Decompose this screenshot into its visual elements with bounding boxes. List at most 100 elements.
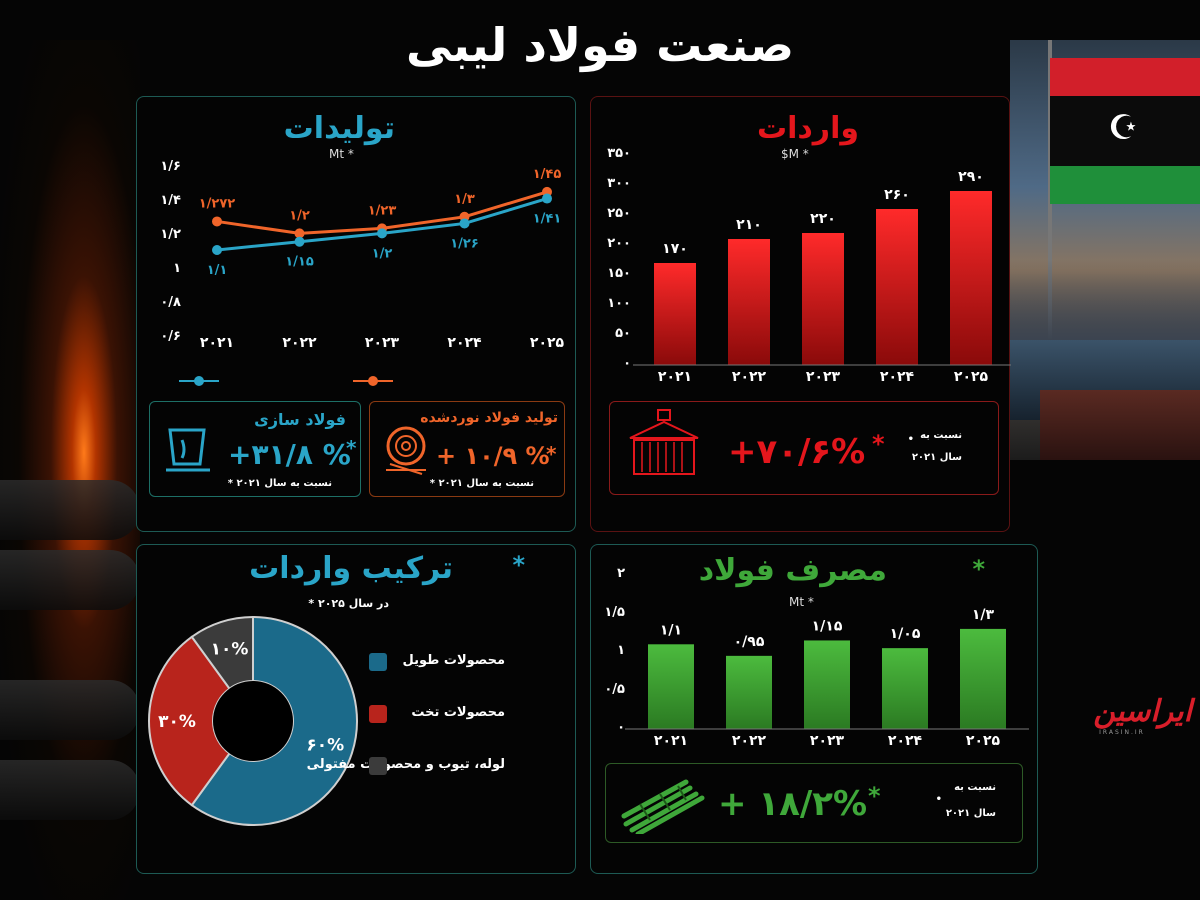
steelmaking-box: فولاد سازی +۳۱/۸ % * نسبت به سال ۲۰۲۱ * (149, 401, 361, 497)
consumption-change-box: + ۱۸/۲% * نسبت به سال ۲۰۲۱ • (605, 763, 1023, 843)
production-point (294, 228, 305, 239)
production-data-label: ۱/۲۳ (368, 203, 397, 218)
cons-value-label: ۱/۳ (972, 607, 995, 623)
production-point (212, 216, 222, 227)
imp-y-tick: ۰ (623, 356, 631, 371)
production-data-label: ۱/۴۱ (533, 212, 562, 227)
production-line-chart: ۱/۲۷۲ ۱/۲ ۱/۲۳ ۱/۳ ۱/۴۵ ۱/۱ ۱/۱۵ ۱/۲ ۱/۲۶ ۱/۴۱ (179, 167, 562, 386)
production-data-label: ۱/۲ (289, 208, 310, 223)
steel-coil-image (0, 760, 140, 820)
cons-bar (882, 648, 928, 729)
imports-bar-chart: ۱۷۰ ۲۱۰ ۲۲۰ ۲۶۰ ۲۹۰ (633, 169, 1011, 366)
cons-value-label: ۱/۱۵ (812, 618, 843, 634)
rolled-title: تولید فولاد نوردشده (420, 410, 558, 426)
production-y-tick: ۰/۶ (160, 329, 181, 344)
production-data-label: ۱/۳ (454, 192, 475, 207)
rebar-bundle-icon (621, 779, 705, 834)
donut-slice-label: ۱۰% (211, 640, 249, 660)
production-point (294, 236, 305, 247)
import-mix-donut: ۶۰% ۳۰% ۱۰% (148, 615, 358, 826)
steelmaking-note: نسبت به سال ۲۰۲۱ * (227, 478, 332, 489)
imp-y-tick: ۵۰ (615, 326, 631, 341)
donut-slice-label: ۳۰% (158, 712, 196, 732)
consumption-panel: مصرف فولاد * Mt * ۱/۱ ۰/۹۵ ۱/۱۵ ۱/۰۵ ۱/۳ ۲ ۱/… (590, 544, 1038, 874)
cons-y-tick: ۰ (617, 720, 625, 735)
production-title: تولیدات (283, 111, 395, 146)
legend-marker (194, 376, 204, 386)
imp-bar (876, 209, 918, 365)
production-point (459, 218, 470, 229)
imports-change-box: +۷۰/۶% * نسبت به سال ۲۰۲۱ • (609, 401, 999, 495)
production-point (542, 193, 552, 204)
legend-marker (368, 376, 378, 386)
production-y-tick: ۱ (173, 261, 181, 276)
production-point (212, 245, 222, 255)
cons-year-label: ۲۰۲۳ (809, 733, 845, 749)
imp-year-label: ۲۰۲۵ (953, 369, 989, 385)
imports-pct: +۷۰/۶% (728, 432, 866, 472)
mix-legend-label: لوله، تیوب و محصولات مفتولی (306, 757, 505, 772)
imp-year-label: ۲۰۲۲ (731, 369, 767, 385)
mix-subtitle: در سال ۲۰۲۵ * (308, 597, 389, 610)
imp-value-label: ۲۲۰ (810, 211, 836, 227)
cons-year-label: ۲۰۲۱ (653, 733, 689, 749)
production-year-label: ۲۰۲۳ (364, 335, 400, 351)
steel-coil-image (0, 680, 140, 740)
cons-year-label: ۲۰۲۵ (965, 733, 1001, 749)
imp-value-label: ۲۱۰ (736, 217, 762, 233)
production-data-label: ۱/۲۷۲ (199, 196, 236, 211)
furnace-background (0, 40, 140, 900)
consumption-note-line2: سال ۲۰۲۱ (945, 808, 996, 819)
cons-bar (960, 628, 1006, 729)
production-data-label: ۱/۲۶ (450, 236, 479, 251)
production-data-label: ۱/۱۵ (285, 255, 314, 270)
logo-subtext: IRASIN.IR (1099, 729, 1145, 736)
irasin-logo: ایراسین IRASIN.IR (1052, 694, 1192, 740)
donut-hole (213, 681, 293, 761)
steel-coil-icon (386, 426, 426, 475)
imp-bar (802, 233, 844, 365)
production-y-tick: ۱/۴ (160, 193, 181, 208)
imports-unit: $M * (781, 147, 809, 161)
production-panel: تولیدات Mt * ۱/۲۷۲ ۱/۲ ۱/۲۳ ۱/۳ ۱/۴۵ ۱/۱ ۱/۱۵ ۱… (136, 96, 576, 532)
cargo-ship (1040, 390, 1200, 460)
mix-legend-label: محصولات طویل (402, 653, 505, 668)
production-data-label: ۱/۴۵ (533, 167, 562, 182)
production-y-tick: ۰/۸ (160, 295, 181, 310)
rolled-star: * (546, 442, 557, 466)
page-title: صنعت فولاد لیبی (405, 18, 795, 72)
cons-value-label: ۱/۱ (660, 622, 682, 638)
steelmaking-star: * (346, 436, 357, 460)
ladle-icon (166, 428, 210, 472)
imp-bar (728, 239, 770, 365)
mix-title: ترکیب واردات (249, 551, 453, 586)
production-year-label: ۲۰۲۲ (282, 335, 317, 351)
logo-text: ایراسین (1093, 694, 1192, 729)
imports-title: واردات (756, 111, 859, 146)
production-y-tick: ۱/۶ (160, 159, 181, 174)
steel-coil-image (0, 480, 140, 540)
production-point (377, 228, 387, 239)
cons-year-label: ۲۰۲۲ (731, 733, 767, 749)
flag-pole (1048, 40, 1052, 460)
warehouse-icon (629, 409, 699, 475)
imp-bar (950, 191, 992, 365)
imp-year-label: ۲۰۲۴ (879, 369, 915, 385)
production-year-label: ۲۰۲۱ (199, 335, 235, 351)
cons-year-label: ۲۰۲۴ (887, 733, 923, 749)
cons-y-tick: ۲ (617, 566, 625, 581)
imp-value-label: ۲۶۰ (884, 187, 910, 203)
imports-pct-star: * (872, 430, 885, 458)
rolled-pct: + ۱۰/۹ % (436, 442, 550, 470)
imp-y-tick: ۳۵۰ (607, 146, 631, 161)
imp-y-tick: ۱۵۰ (607, 266, 631, 281)
imp-year-label: ۲۰۲۱ (657, 369, 693, 385)
production-year-label: ۲۰۲۵ (529, 335, 565, 351)
cons-bar (804, 640, 850, 729)
mix-title-star: * (512, 551, 525, 579)
production-y-tick: ۱/۲ (160, 227, 181, 242)
consumption-pct-star: * (868, 782, 881, 810)
steel-coil-image (0, 550, 140, 610)
consumption-note-bullet: • (935, 794, 942, 805)
mix-legend-swatch (369, 705, 387, 723)
